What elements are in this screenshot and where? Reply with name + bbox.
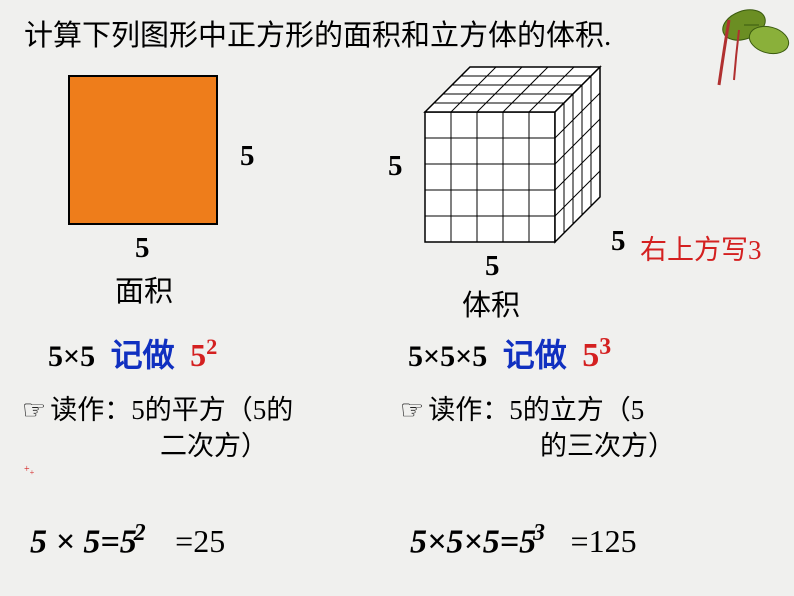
right-equation: 5×5×5=53 =125 bbox=[410, 520, 637, 561]
right-read-line1: ☞读作：5的立方（5 bbox=[400, 388, 644, 427]
cube-figure bbox=[415, 62, 615, 247]
right-mult-expr: 5×5×5 记做 53 bbox=[408, 330, 611, 376]
left-read-text1: 5的平方（5的 bbox=[131, 395, 293, 425]
left-equation: 5 × 5=52 =25 bbox=[30, 520, 225, 561]
left-eq-exp: 2 bbox=[134, 520, 146, 546]
left-mult-expr: 5×5 记做 52 bbox=[48, 330, 217, 376]
left-eq-lhs: 5 × 5=5 bbox=[30, 523, 137, 560]
left-power-base: 5 bbox=[190, 337, 206, 373]
right-read-prefix: 读作： bbox=[428, 395, 509, 425]
leaf-decoration-icon bbox=[674, 0, 794, 90]
page-title: 计算下列图形中正方形的面积和立方体的体积. bbox=[24, 12, 611, 54]
square-figure bbox=[68, 75, 218, 225]
right-power-base: 5 bbox=[582, 337, 599, 374]
square-side-label: 5 bbox=[240, 140, 255, 173]
right-eq-lhs: 5×5×5=5 bbox=[410, 523, 536, 560]
right-jizuo: 记做 bbox=[503, 337, 567, 373]
right-read-text1: 5的立方（5 bbox=[509, 395, 644, 425]
hand-icon: ☞ bbox=[22, 395, 46, 425]
cube-left-label: 5 bbox=[388, 150, 403, 183]
left-power: 52 bbox=[190, 337, 217, 373]
left-mult: 5×5 bbox=[48, 340, 95, 373]
right-eq-exp: 3 bbox=[533, 520, 545, 546]
cube-right-label: 5 bbox=[611, 225, 626, 258]
left-jizuo: 记做 bbox=[111, 337, 175, 373]
left-power-exp: 2 bbox=[206, 334, 217, 359]
left-read-line1: ☞读作：5的平方（5的 bbox=[22, 388, 293, 427]
left-eq-rhs: =25 bbox=[175, 523, 225, 559]
left-read-prefix: 读作： bbox=[50, 395, 131, 425]
right-power: 53 bbox=[582, 337, 611, 374]
red-note: 右上方写3 bbox=[640, 228, 762, 267]
right-power-exp: 3 bbox=[599, 334, 611, 360]
right-mult: 5×5×5 bbox=[408, 340, 487, 373]
left-read-line2: 二次方） bbox=[160, 424, 268, 463]
right-eq-rhs: =125 bbox=[571, 523, 637, 559]
cross-mark-icon: ++ bbox=[24, 464, 34, 477]
area-caption: 面积 bbox=[115, 268, 173, 310]
square-bottom-label: 5 bbox=[135, 232, 150, 265]
volume-caption: 体积 bbox=[462, 282, 520, 324]
right-read-line2: 的三次方） bbox=[540, 424, 675, 463]
hand-icon: ☞ bbox=[400, 395, 424, 425]
cube-bottom-label: 5 bbox=[485, 250, 500, 283]
